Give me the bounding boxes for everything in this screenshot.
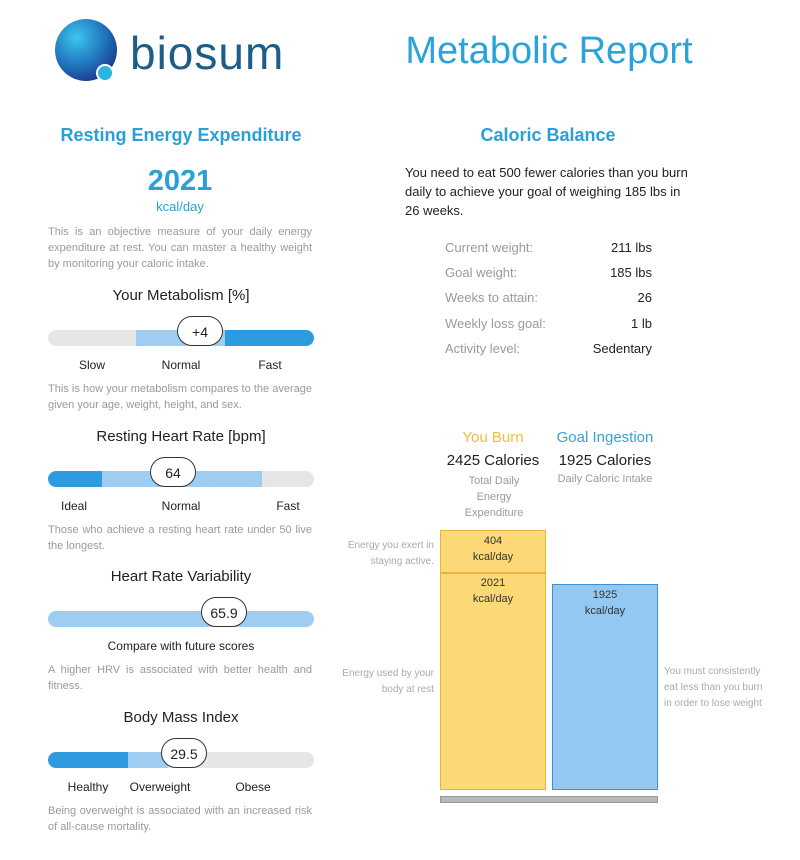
- stat-label: Goal weight:: [445, 265, 518, 281]
- gauge-segment: [48, 330, 136, 346]
- bar-value: 404: [483, 535, 503, 547]
- bar-value: 2021: [480, 577, 506, 590]
- gauge-title: Heart Rate Variability: [110, 568, 252, 585]
- bar-unit: kcal/day: [584, 604, 626, 617]
- ree-unit: kcal/day: [156, 199, 204, 214]
- ingestion-value: 1925 Calories: [558, 452, 652, 469]
- annotation: You must consistently eat less than you …: [664, 666, 763, 709]
- stat-value: 1 lb: [631, 315, 652, 331]
- report-title: Metabolic Report: [405, 30, 693, 72]
- stat-label: Activity level:: [445, 340, 521, 356]
- stat-value: 211 lbs: [611, 240, 652, 255]
- gauge-note: Those who achieve a resting heart rate u…: [48, 524, 312, 552]
- annotation: Energy used by your body at rest: [342, 668, 434, 695]
- burn-title: You Burn: [462, 429, 524, 446]
- gauge-segment: [48, 752, 128, 768]
- chart-base: [440, 796, 658, 803]
- bar-intake: [552, 583, 658, 790]
- gauge-note: A higher HRV is associated with better h…: [48, 664, 312, 692]
- gauge-title: Resting Heart Rate [bpm]: [96, 428, 266, 445]
- bar-unit: kcal/day: [472, 551, 514, 563]
- gauge-label: Fast: [276, 499, 300, 513]
- gauge-segment: [48, 611, 314, 627]
- gauge-segment: [48, 471, 102, 487]
- gauge-note: This is how your metabolism compares to …: [48, 383, 312, 411]
- ingestion-desc: Daily Caloric Intake: [557, 473, 653, 485]
- logo-mark: [55, 19, 117, 82]
- gauge-marker: +4: [177, 316, 223, 346]
- bar-active: [440, 530, 546, 574]
- stat-label: Weekly loss goal:: [445, 315, 546, 331]
- stat-value: 26: [637, 290, 652, 306]
- gauge-segment: [225, 330, 314, 346]
- gauge-segment: [262, 471, 314, 487]
- stat-label: Current weight:: [445, 240, 534, 255]
- gauge-label: Obese: [235, 780, 271, 794]
- bar-unit: kcal/day: [472, 593, 514, 606]
- gauge-marker: 29.5: [161, 738, 207, 768]
- gauge-label: Slow: [78, 358, 106, 372]
- bar-rest: [440, 573, 546, 790]
- section-title: Caloric Balance: [480, 125, 616, 145]
- gauge-label: Healthy: [67, 780, 109, 794]
- intro: You need to eat 500 fewer calories than …: [405, 165, 688, 218]
- burn-value: 2425 Calories: [446, 452, 540, 469]
- burn-desc: Total Daily Energy Expenditure: [464, 475, 524, 519]
- logo-text: biosum: [130, 27, 285, 79]
- gauge-label: Fast: [258, 358, 282, 372]
- gauge-label: Compare with future scores: [107, 639, 255, 653]
- description: This is an objective measure of your dai…: [48, 226, 312, 270]
- stat-value: 185 lbs: [610, 265, 652, 281]
- gauge-segment: [128, 752, 168, 768]
- gauge-label: Normal: [161, 499, 201, 513]
- stat-value: Sedentary: [592, 340, 652, 356]
- gauge-label: Overweight: [129, 780, 191, 794]
- stat-label: Weeks to attain:: [445, 290, 538, 306]
- gauge-title: Your Metabolism [%]: [112, 287, 250, 304]
- gauge-note: Being overweight is associated with an i…: [48, 805, 312, 833]
- gauge-marker: 64: [150, 457, 196, 487]
- annotation: Energy you exert in staying active.: [347, 540, 434, 567]
- bar-value: 1925: [592, 588, 618, 601]
- gauge-title: Body Mass Index: [123, 709, 239, 726]
- section-title: Resting Energy Expenditure: [60, 125, 302, 145]
- gauge-marker: 65.9: [201, 597, 247, 627]
- gauge-label: Ideal: [60, 499, 88, 513]
- gauge-label: Normal: [161, 358, 201, 372]
- ingestion-title: Goal Ingestion: [556, 429, 654, 446]
- ree-value: 2021: [147, 165, 213, 197]
